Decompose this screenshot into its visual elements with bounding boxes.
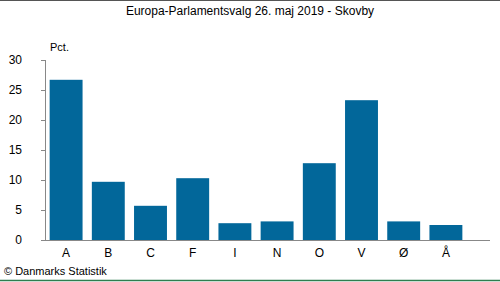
x-tick-label: V — [357, 246, 365, 260]
y-label: Pct. — [50, 41, 69, 53]
y-tick-label: 25 — [9, 83, 23, 97]
bar — [345, 100, 378, 240]
y-tick-label: 20 — [9, 113, 23, 127]
y-tick-label: 10 — [9, 173, 23, 187]
x-tick-label: I — [233, 246, 236, 260]
y-tick-label: 30 — [9, 53, 23, 67]
y-tick — [41, 120, 45, 121]
x-tick-label: Ø — [399, 246, 408, 260]
y-tick — [41, 210, 45, 211]
y-tick — [41, 240, 45, 241]
bar — [387, 221, 420, 240]
bar — [176, 178, 209, 240]
y-axis — [45, 60, 46, 240]
chart: Europa-Parlamentsvalg 26. maj 2019 - Sko… — [0, 0, 500, 282]
bar — [134, 206, 167, 240]
source: © Danmarks Statistik — [4, 265, 107, 277]
y-tick — [41, 180, 45, 181]
y-tick — [41, 90, 45, 91]
y-tick-label: 0 — [15, 233, 22, 247]
top-rule — [0, 0, 500, 1]
y-tick — [41, 150, 45, 151]
x-axis — [45, 240, 490, 241]
x-tick-label: C — [146, 246, 155, 260]
bar — [218, 223, 251, 240]
title: Europa-Parlamentsvalg 26. maj 2019 - Sko… — [126, 4, 374, 18]
y-tick — [41, 60, 45, 61]
x-tick-label: O — [315, 246, 324, 260]
x-tick-label: B — [104, 246, 112, 260]
bar — [303, 163, 336, 240]
x-tick-label: F — [189, 246, 196, 260]
bars — [50, 80, 463, 240]
y-tick-label: 15 — [9, 143, 23, 157]
x-tick-label: N — [273, 246, 282, 260]
x-tick-label: A — [62, 246, 70, 260]
bar — [261, 221, 294, 240]
bar — [50, 80, 83, 240]
bottom-rule — [0, 280, 500, 282]
y-tick-label: 5 — [15, 203, 22, 217]
x-tick-label: Å — [442, 245, 450, 260]
bar — [429, 225, 462, 240]
bar — [92, 182, 125, 240]
